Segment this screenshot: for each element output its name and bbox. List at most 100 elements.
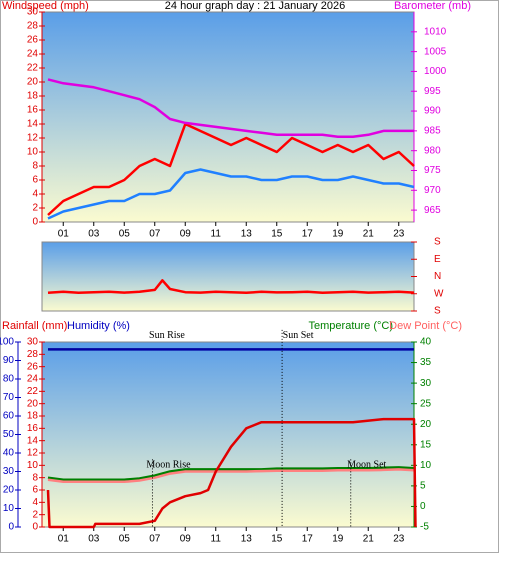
- series-line: [47, 78, 414, 139]
- x-tick-label: 13: [241, 534, 253, 545]
- y3-tick-label: 22: [27, 386, 39, 397]
- annotation: Moon Set: [347, 460, 386, 471]
- y2-tick-label: 985: [424, 126, 441, 137]
- y-tick-label: 20: [3, 485, 15, 496]
- x-tick-label: 19: [332, 534, 344, 545]
- y-tick-label: 26: [27, 35, 39, 46]
- x-tick-label: 07: [149, 534, 161, 545]
- y-tick-label: 4: [32, 189, 38, 200]
- y2-tick-label: S: [434, 306, 441, 317]
- x-tick-label: 11: [211, 229, 222, 240]
- y-tick-label: 30: [27, 7, 39, 18]
- x-tick-label: 17: [302, 229, 314, 240]
- y2-tick-label: -5: [420, 522, 429, 533]
- y3-tick-label: 30: [27, 337, 39, 348]
- y-tick-label: 12: [27, 133, 39, 144]
- series-line: [47, 279, 415, 295]
- x-tick-label: 23: [393, 534, 405, 545]
- y-tick-label: 40: [3, 448, 15, 459]
- x-tick-label: 03: [88, 229, 100, 240]
- y2-tick-label: 35: [420, 357, 432, 368]
- y3-tick-label: 8: [32, 472, 38, 483]
- plot-area: [41, 241, 415, 312]
- x-tick-label: 21: [363, 229, 375, 240]
- x-tick-label: 03: [88, 534, 100, 545]
- y2-tick-label: 965: [424, 205, 441, 216]
- y-tick-label: 16: [27, 105, 39, 116]
- y3-tick-label: 0: [32, 522, 38, 533]
- y2-axis-label: Temperature (°C): [309, 320, 393, 332]
- x-tick-label: 17: [302, 534, 314, 545]
- y2-tick-label: N: [434, 271, 441, 282]
- frame: [0, 0, 499, 553]
- y2-tick-label: 975: [424, 165, 441, 176]
- y2-tick-label: 1005: [424, 46, 447, 57]
- annotation: Moon Rise: [146, 460, 191, 471]
- y2-tick-label: 980: [424, 145, 441, 156]
- x-tick-label: 05: [119, 534, 131, 545]
- y2-tick-label: 0: [420, 501, 426, 512]
- x-tick-label: 11: [211, 534, 222, 545]
- y-tick-label: 2: [32, 203, 38, 214]
- y-tick-label: 10: [27, 147, 39, 158]
- y-tick-label: 14: [27, 119, 39, 130]
- y-tick-label: 50: [3, 429, 15, 440]
- y2-tick-label: E: [434, 254, 441, 265]
- y-tick-label: 18: [27, 91, 39, 102]
- x-tick-label: 01: [58, 229, 70, 240]
- x-tick-label: 23: [393, 229, 405, 240]
- y3-tick-label: 2: [32, 509, 38, 520]
- y3-tick-label: 6: [32, 485, 38, 496]
- y-tick-label: 20: [27, 77, 39, 88]
- y2-axis-label: Dew Point (°C): [389, 320, 462, 332]
- y3-tick-label: 18: [27, 411, 39, 422]
- x-tick-label: 15: [271, 229, 283, 240]
- y-tick-label: 100: [0, 337, 14, 348]
- x-tick-label: 09: [180, 534, 192, 545]
- y-tick-label: 22: [27, 63, 39, 74]
- series-line: [47, 466, 415, 481]
- y3-tick-label: 10: [27, 460, 39, 471]
- series-line: [47, 468, 415, 484]
- y-tick-label: 30: [3, 466, 15, 477]
- y3-tick-label: 20: [27, 398, 39, 409]
- y2-tick-label: 5: [420, 481, 426, 492]
- y2-tick-label: 970: [424, 185, 441, 196]
- y-tick-label: 10: [3, 503, 15, 514]
- y-tick-label: 0: [8, 522, 14, 533]
- annotation: Sun Rise: [149, 330, 185, 341]
- y2-tick-label: 20: [420, 419, 432, 430]
- y-tick-label: 90: [3, 355, 15, 366]
- y3-tick-label: 14: [27, 435, 39, 446]
- y2-tick-label: 995: [424, 86, 441, 97]
- y2-tick-label: S: [434, 237, 441, 248]
- x-tick-label: 21: [363, 534, 375, 545]
- y2-axis-label: Barometer (mb): [394, 0, 471, 12]
- x-tick-label: 09: [180, 229, 192, 240]
- y2-tick-label: 990: [424, 106, 441, 117]
- y3-tick-label: 26: [27, 361, 39, 372]
- plot-area: [41, 11, 415, 223]
- chart-title: 24 hour graph day : 21 January 2026: [165, 0, 345, 12]
- y3-tick-label: 16: [27, 423, 39, 434]
- y3-tick-label: 12: [27, 448, 39, 459]
- y2-tick-label: 25: [420, 398, 432, 409]
- y2-tick-label: 1000: [424, 66, 447, 77]
- y-tick-label: 28: [27, 21, 39, 32]
- annotation: Sun Set: [283, 330, 314, 341]
- y-tick-label: 80: [3, 374, 15, 385]
- y-tick-label: 70: [3, 392, 15, 403]
- y-axis-label: Windspeed (mph): [2, 0, 89, 12]
- y2-tick-label: 15: [420, 439, 432, 450]
- series-line: [47, 122, 415, 216]
- y2-tick-label: 40: [420, 337, 432, 348]
- y3-axis-label: Rainfall (mm): [2, 320, 67, 332]
- y3-tick-label: 28: [27, 349, 39, 360]
- x-tick-label: 19: [332, 229, 344, 240]
- plot-area: [41, 341, 415, 528]
- y-tick-label: 24: [27, 49, 39, 60]
- y2-tick-label: W: [434, 288, 444, 299]
- x-tick-label: 05: [119, 229, 131, 240]
- y-tick-label: 60: [3, 411, 15, 422]
